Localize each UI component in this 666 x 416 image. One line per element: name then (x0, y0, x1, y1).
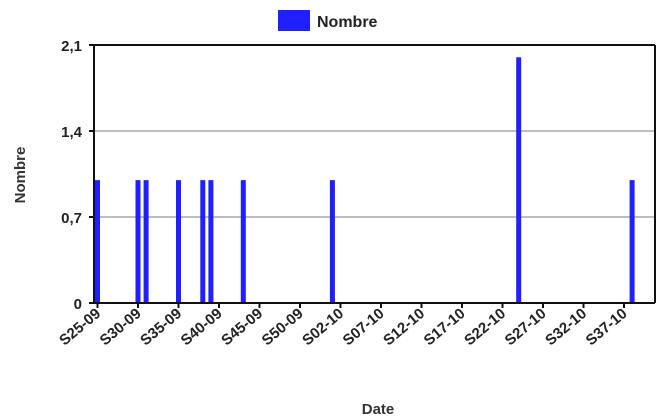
bar-S25-09 (95, 180, 100, 303)
bar-S30-09 (135, 180, 141, 303)
bar-S38-10 (629, 180, 635, 303)
bar-S35-09 (176, 180, 181, 303)
x-tick-label-1: S30-09 (97, 305, 145, 349)
axes (93, 44, 656, 304)
x-tick-label-11: S27-10 (502, 305, 550, 349)
y-axis-title: Nombre (12, 147, 29, 204)
x-tick-label-12: S32-10 (542, 305, 590, 349)
legend-label-nombre: Nombre (317, 14, 378, 31)
y-tick-label-3: 2,1 (61, 38, 82, 55)
x-tick-label-6: S02-10 (299, 305, 347, 349)
x-tick-label-10: S22-10 (461, 305, 509, 349)
legend-swatch-nombre (278, 10, 310, 31)
y-tick-label-1: 0,7 (61, 210, 82, 227)
x-tick-label-2: S35-09 (137, 305, 185, 349)
bar-S01-10 (329, 180, 335, 303)
x-tick-label-13: S37-10 (583, 305, 631, 349)
bars (95, 57, 635, 304)
x-tick-label-8: S12-10 (380, 305, 428, 349)
legend: Nombre (278, 10, 378, 31)
x-axis-title: Date (362, 401, 395, 416)
bar-S24-10 (516, 57, 522, 304)
bar-S38-09 (200, 180, 206, 303)
x-tick-label-7: S07-10 (340, 305, 388, 349)
bar-S39-09 (208, 180, 214, 303)
x-tick-labels: S25-09S30-09S35-09S40-09S45-09S50-09S02-… (56, 303, 631, 349)
bar-S31-09 (143, 180, 149, 303)
bar-S43-09 (240, 180, 246, 303)
y-tick-label-2: 1,4 (61, 124, 83, 141)
x-tick-label-9: S17-10 (421, 305, 469, 349)
x-tick-label-4: S45-09 (218, 305, 266, 349)
x-tick-label-5: S50-09 (259, 305, 307, 349)
y-tick-label-0: 0 (74, 296, 82, 313)
x-tick-label-3: S40-09 (178, 305, 226, 349)
y-tick-labels: 0 0,7 1,4 2,1 (61, 38, 94, 313)
